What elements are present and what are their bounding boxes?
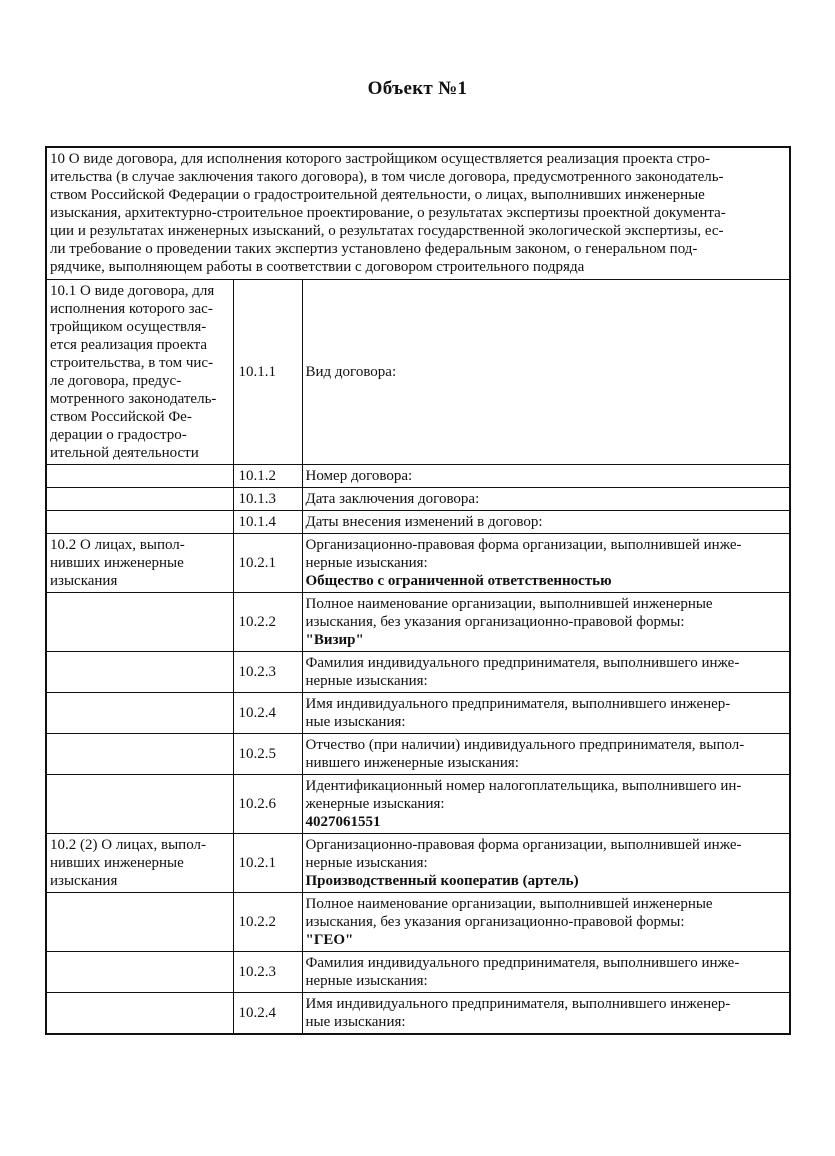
table-row: 10.2.5 Отчество (при наличии) индивидуал…	[45, 733, 791, 775]
table-row: 10.2.6 Идентификационный номер налогопла…	[45, 774, 791, 834]
field-label: Полное наименование организации, выполни…	[305, 896, 713, 930]
content-cell: Организационно-правовая форма организаци…	[301, 833, 791, 893]
group-cell-empty	[45, 592, 234, 652]
field-value: Общество с ограниченной ответственностью	[305, 573, 612, 589]
group-cell-empty	[45, 774, 234, 834]
group-cell-10-2-2: 10.2 (2) О лицах, выпол- нивших инженерн…	[45, 833, 234, 893]
table-row: 10.1 О виде договора, для исполнения кот…	[45, 279, 791, 465]
group-cell-empty	[45, 733, 234, 775]
content-cell: Даты внесения изменений в договор:	[301, 510, 791, 534]
group-cell-10-2: 10.2 О лицах, выпол- нивших инженерные и…	[45, 533, 234, 593]
field-label: Вид договора:	[305, 364, 397, 380]
group-cell-10-1: 10.1 О виде договора, для исполнения кот…	[45, 279, 234, 465]
table-row: 10.2.4 Имя индивидуального предпринимате…	[45, 692, 791, 734]
field-value: Производственный кооператив (артель)	[305, 873, 579, 889]
field-value: 4027061551	[305, 814, 381, 830]
group-cell-empty	[45, 651, 234, 693]
row-number: 10.2.4	[232, 692, 303, 734]
row-number: 10.1.4	[232, 510, 303, 534]
content-cell: Имя индивидуального предпринимателя, вып…	[301, 692, 791, 734]
field-label: Имя индивидуального предпринимателя, вып…	[305, 696, 731, 730]
content-cell: Фамилия индивидуального предпринимателя,…	[301, 651, 791, 693]
content-cell: Имя индивидуального предпринимателя, вып…	[301, 992, 791, 1035]
field-value: "ГЕО"	[305, 932, 354, 948]
content-cell: Полное наименование организации, выполни…	[301, 892, 791, 952]
table-row: 10.1.4 Даты внесения изменений в договор…	[45, 510, 791, 534]
content-cell: Организационно-правовая форма организаци…	[301, 533, 791, 593]
section-10-heading: 10 О виде договора, для исполнения котор…	[45, 146, 791, 280]
row-number: 10.2.4	[232, 992, 303, 1035]
content-cell: Полное наименование организации, выполни…	[301, 592, 791, 652]
field-label: Дата заключения договора:	[305, 491, 480, 507]
group-cell-empty	[45, 510, 234, 534]
table-row: 10.2 О лицах, выпол- нивших инженерные и…	[45, 533, 791, 593]
field-label: Имя индивидуального предпринимателя, вып…	[305, 996, 731, 1030]
declaration-table: 10 О виде договора, для исполнения котор…	[45, 146, 791, 1035]
group-cell-empty	[45, 951, 234, 993]
table-row: 10.2.2 Полное наименование организации, …	[45, 892, 791, 952]
content-cell: Отчество (при наличии) индивидуального п…	[301, 733, 791, 775]
field-label: Фамилия индивидуального предпринимателя,…	[305, 955, 740, 989]
row-number: 10.2.3	[232, 651, 303, 693]
field-label: Даты внесения изменений в договор:	[305, 514, 543, 530]
table-row: 10.1.3 Дата заключения договора:	[45, 487, 791, 511]
group-cell-empty	[45, 487, 234, 511]
table-row: 10.2.3 Фамилия индивидуального предприни…	[45, 951, 791, 993]
group-cell-empty	[45, 892, 234, 952]
content-cell: Фамилия индивидуального предпринимателя,…	[301, 951, 791, 993]
field-value: "Визир"	[305, 632, 364, 648]
row-number: 10.2.1	[232, 833, 303, 893]
row-number: 10.2.5	[232, 733, 303, 775]
field-label: Номер договора:	[305, 468, 413, 484]
row-number: 10.2.2	[232, 592, 303, 652]
table-row: 10.2.3 Фамилия индивидуального предприни…	[45, 651, 791, 693]
row-number: 10.2.1	[232, 533, 303, 593]
field-label: Организационно-правовая форма организаци…	[305, 537, 742, 571]
field-label: Идентификационный номер налогоплательщик…	[305, 778, 742, 812]
row-number: 10.1.1	[232, 279, 303, 465]
table-row: 10.2.2 Полное наименование организации, …	[45, 592, 791, 652]
content-cell: Дата заключения договора:	[301, 487, 791, 511]
page-title: Объект №1	[367, 78, 468, 99]
field-label: Полное наименование организации, выполни…	[305, 596, 713, 630]
content-cell: Вид договора:	[301, 279, 791, 465]
row-number: 10.2.3	[232, 951, 303, 993]
content-cell: Номер договора:	[301, 464, 791, 488]
field-label: Отчество (при наличии) индивидуального п…	[305, 737, 745, 771]
field-label: Организационно-правовая форма организаци…	[305, 837, 742, 871]
content-cell: Идентификационный номер налогоплательщик…	[301, 774, 791, 834]
table-row: 10.2 (2) О лицах, выпол- нивших инженерн…	[45, 833, 791, 893]
group-cell-empty	[45, 692, 234, 734]
group-cell-empty	[45, 464, 234, 488]
table-row: 10.1.2 Номер договора:	[45, 464, 791, 488]
table-row-section-10: 10 О виде договора, для исполнения котор…	[45, 146, 791, 280]
table-row: 10.2.4 Имя индивидуального предпринимате…	[45, 992, 791, 1035]
row-number: 10.2.6	[232, 774, 303, 834]
group-cell-empty	[45, 992, 234, 1035]
row-number: 10.1.2	[232, 464, 303, 488]
row-number: 10.1.3	[232, 487, 303, 511]
row-number: 10.2.2	[232, 892, 303, 952]
field-label: Фамилия индивидуального предпринимателя,…	[305, 655, 740, 689]
